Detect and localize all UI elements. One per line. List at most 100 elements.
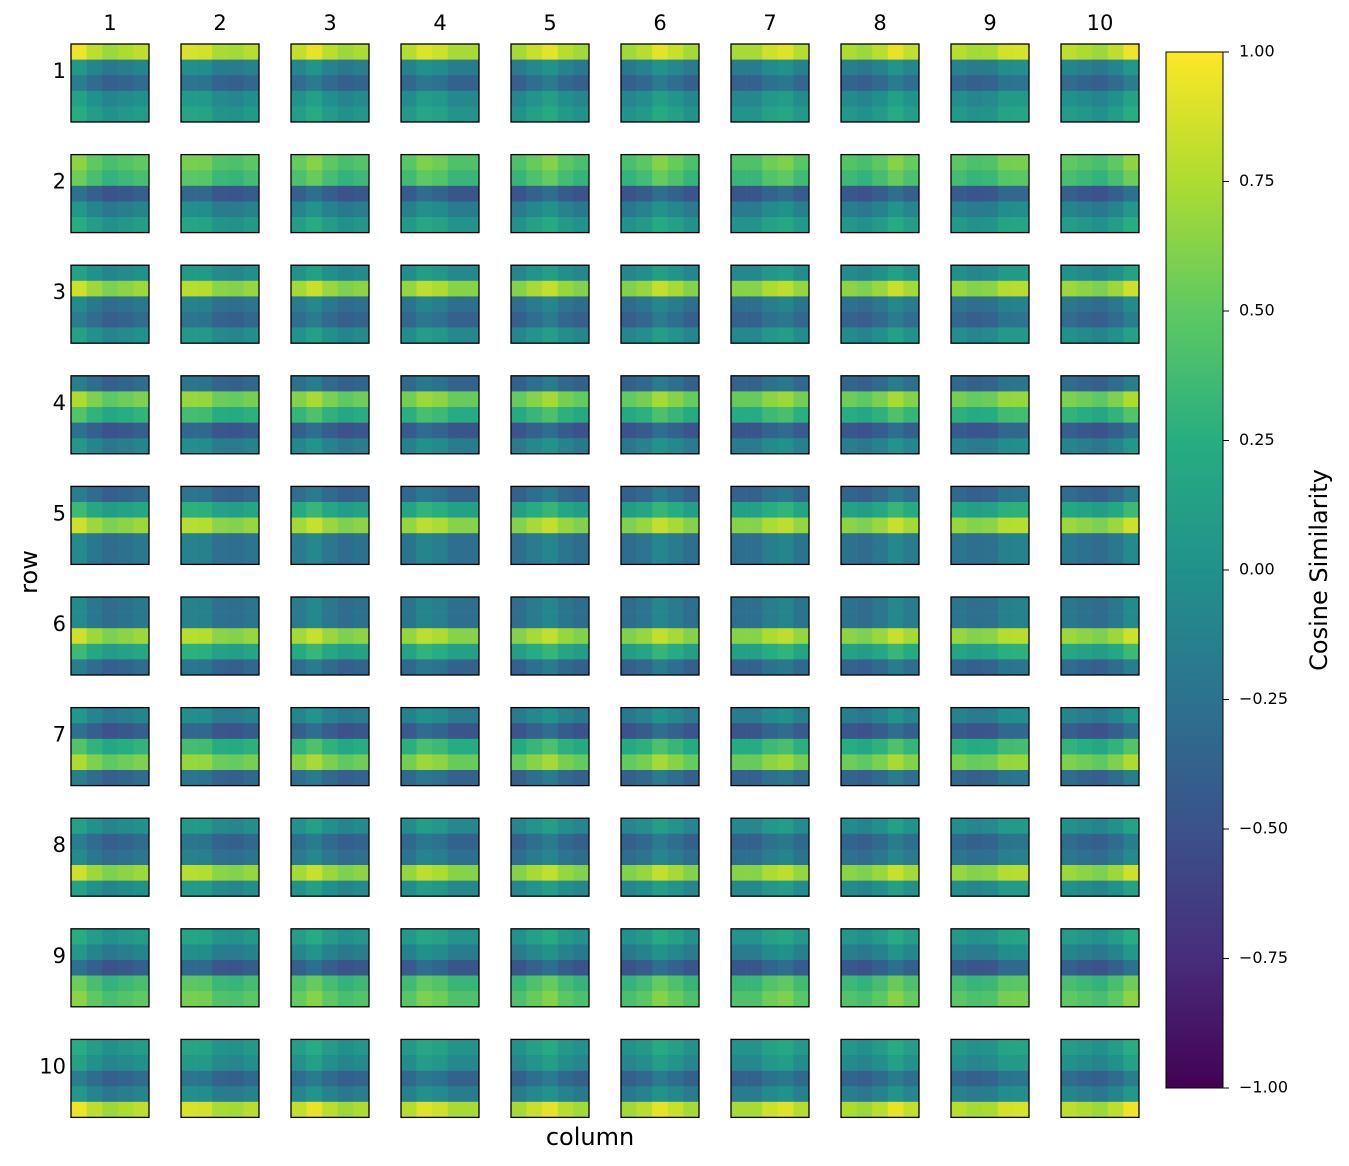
heatmap-cell: [243, 991, 260, 1008]
heatmap-cell: [856, 280, 873, 297]
heatmap-cell: [463, 991, 480, 1008]
heatmap-cell: [652, 391, 669, 408]
heatmap-cell: [542, 106, 559, 123]
subplot-frame: [950, 375, 1030, 455]
heatmap-cell: [667, 723, 684, 740]
heatmap-cell: [401, 1101, 417, 1118]
heatmap-cell: [353, 90, 370, 107]
heatmap-cell: [966, 975, 983, 992]
heatmap-cell: [511, 754, 527, 771]
subplot-frame: [180, 153, 260, 234]
subplot-frame: [180, 706, 260, 787]
heatmap-cell: [762, 597, 779, 613]
heatmap-cell: [777, 296, 794, 313]
heatmap-cell: [71, 738, 87, 755]
heatmap-cell: [133, 486, 150, 503]
heatmap-cell: [573, 375, 590, 392]
heatmap-cell: [1107, 628, 1124, 645]
heatmap-cell: [997, 643, 1014, 660]
heatmap-cell: [1107, 1086, 1124, 1103]
subplot-frame: [400, 817, 480, 897]
heatmap-cell: [542, 754, 559, 771]
heatmap-cell: [903, 1055, 920, 1071]
heatmap-cell: [212, 422, 229, 439]
heatmap-cell: [306, 486, 323, 503]
heatmap-cell: [322, 1101, 339, 1118]
heatmap-cell: [793, 170, 810, 187]
heatmap-cell: [102, 185, 119, 202]
heatmap-cell: [401, 865, 417, 881]
heatmap-cell: [306, 438, 323, 455]
heatmap-cell: [997, 486, 1014, 503]
heatmap-cell: [71, 659, 87, 676]
heatmap-cell: [683, 975, 700, 992]
heatmap-cell: [86, 217, 103, 233]
heatmap-cell: [841, 944, 857, 961]
heatmap-cell: [573, 643, 590, 660]
heatmap-cell: [856, 517, 873, 534]
heatmap-cell: [416, 865, 433, 881]
heatmap-cell: [526, 707, 543, 724]
heatmap-cell: [762, 502, 779, 518]
heatmap-cell: [762, 90, 779, 107]
heatmap-cell: [793, 1101, 810, 1118]
heatmap-cell: [243, 1039, 260, 1056]
heatmap-cell: [322, 659, 339, 676]
heatmap-cell: [903, 407, 920, 423]
heatmap-cell: [133, 265, 150, 282]
heatmap-cell: [511, 407, 527, 423]
heatmap-cell: [227, 928, 244, 945]
heatmap-cell: [746, 1070, 763, 1087]
heatmap-cell: [793, 280, 810, 297]
heatmap-cell: [621, 865, 637, 881]
heatmap-cell: [526, 659, 543, 676]
heatmap-cell: [997, 612, 1014, 629]
heatmap-cell: [557, 597, 574, 613]
heatmap-cell: [793, 1039, 810, 1056]
subplot-frame: [510, 596, 590, 676]
heatmap-cell: [1061, 106, 1077, 123]
heatmap-cell: [1107, 991, 1124, 1008]
heatmap-cell: [903, 975, 920, 992]
heatmap-cell: [322, 865, 339, 881]
heatmap-cell: [1013, 280, 1030, 297]
heatmap-cell: [793, 975, 810, 992]
heatmap-cell: [243, 928, 260, 945]
heatmap-cell: [401, 770, 417, 786]
heatmap-cell: [887, 770, 904, 786]
heatmap-cell: [416, 1086, 433, 1103]
heatmap-cell: [401, 265, 417, 282]
heatmap-cell: [526, 818, 543, 835]
heatmap-cell: [71, 201, 87, 218]
heatmap-cell: [447, 659, 464, 676]
heatmap-cell: [117, 1055, 134, 1071]
heatmap-cell: [322, 90, 339, 107]
heatmap-cell: [353, 438, 370, 455]
heatmap-cell: [133, 960, 150, 976]
heatmap-cell: [621, 327, 637, 344]
heatmap-cell: [1107, 548, 1124, 565]
heatmap-cell: [463, 201, 480, 218]
heatmap-cell: [102, 217, 119, 233]
heatmap-cell: [463, 154, 480, 171]
heatmap-cell: [841, 880, 857, 897]
heatmap-cell: [793, 849, 810, 866]
heatmap-cell: [463, 75, 480, 92]
heatmap-cell: [526, 770, 543, 786]
heatmap-cell: [746, 548, 763, 565]
row-label: 3: [53, 280, 66, 304]
heatmap-cell: [966, 880, 983, 897]
heatmap-cell: [1123, 533, 1140, 550]
heatmap-cell: [196, 391, 213, 408]
heatmap-cell: [447, 597, 464, 613]
heatmap-cell: [447, 154, 464, 171]
heatmap-cell: [856, 185, 873, 202]
heatmap-cell: [762, 533, 779, 550]
heatmap-cell: [667, 548, 684, 565]
heatmap-cell: [557, 1039, 574, 1056]
heatmap-cell: [526, 106, 543, 123]
heatmap-cell: [447, 1070, 464, 1087]
heatmap-cell: [1061, 90, 1077, 107]
heatmap-cell: [447, 185, 464, 202]
heatmap-cell: [966, 597, 983, 613]
